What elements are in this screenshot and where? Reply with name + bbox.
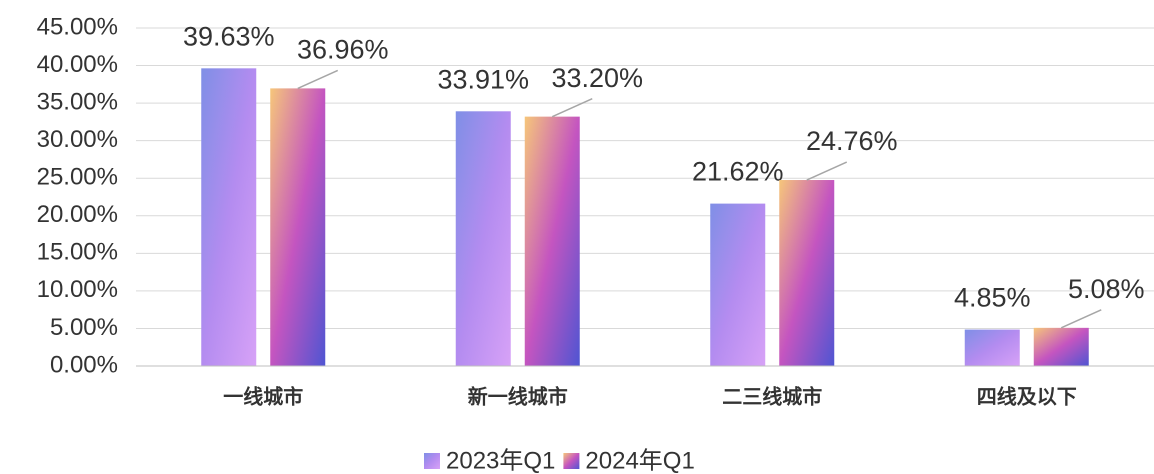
value-label: 39.63% [183,21,275,51]
value-label: 33.91% [437,64,529,94]
bar [710,203,766,366]
leader-line [1060,309,1102,329]
legend-swatch [563,453,580,469]
y-tick-label: 45.00% [37,13,118,40]
y-tick-label: 0.00% [50,351,118,378]
legend-swatch [424,453,440,469]
value-label: 24.76% [806,126,898,156]
bar [779,180,835,366]
y-tick-label: 5.00% [50,314,118,341]
x-tick-label: 新一线城市 [468,384,568,408]
legend-label: 2023年Q1 [446,447,555,474]
bar [524,116,580,367]
y-tick-label: 35.00% [37,88,118,115]
bar [964,329,1020,366]
y-tick-label: 10.00% [37,276,118,303]
x-tick-label: 四线及以下 [977,384,1077,408]
x-tick-label: 二三线城市 [722,384,822,408]
bar [1033,327,1089,366]
leader-line [806,161,848,181]
bar [270,88,326,366]
value-label: 4.85% [954,283,1031,313]
legend-label: 2024年Q1 [585,447,694,474]
y-tick-label: 40.00% [37,51,118,78]
leader-line [551,97,593,118]
y-tick-label: 20.00% [37,201,118,228]
bar [201,68,257,367]
value-label: 33.20% [551,63,643,93]
value-label: 36.96% [297,35,389,65]
bar [455,111,511,367]
value-label: 21.62% [692,157,784,187]
value-label: 5.08% [1068,274,1145,304]
y-tick-label: 30.00% [37,126,118,153]
y-tick-label: 25.00% [37,164,118,191]
x-tick-label: 一线城市 [223,384,303,408]
y-tick-label: 15.00% [37,239,118,266]
leader-line [297,69,339,90]
